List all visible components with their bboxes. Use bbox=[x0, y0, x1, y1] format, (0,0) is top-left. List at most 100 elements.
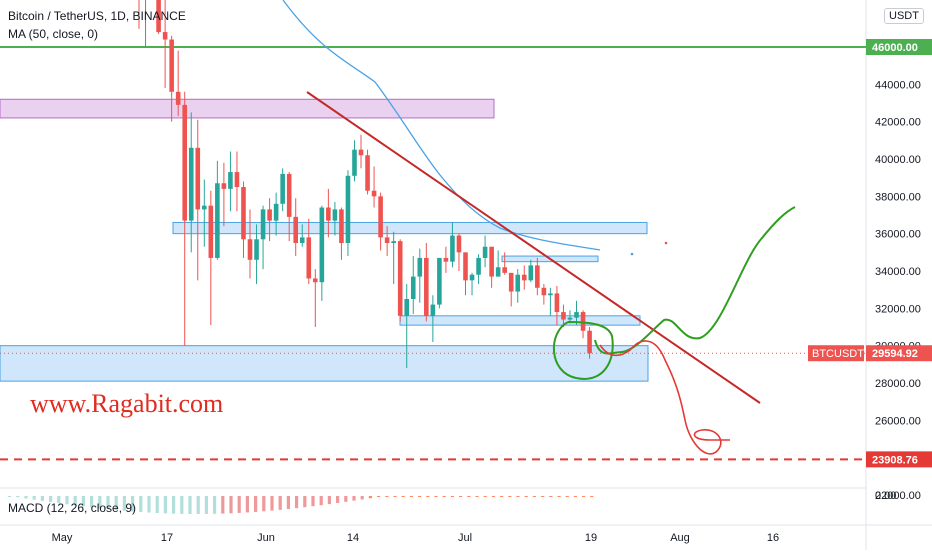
candle-body bbox=[443, 257, 449, 262]
candle-body bbox=[365, 155, 370, 191]
candle-body bbox=[580, 312, 586, 331]
candle-body bbox=[561, 312, 566, 320]
macd-histogram-bar bbox=[147, 496, 151, 513]
macd-zero-label: 0.00 bbox=[875, 490, 896, 502]
macd-histogram-bar bbox=[81, 496, 85, 507]
macd-histogram-bar bbox=[409, 496, 413, 497]
y-tick-label: 26000.00 bbox=[875, 415, 921, 427]
candle-body bbox=[554, 293, 560, 313]
macd-histogram-bar bbox=[262, 496, 266, 512]
price-tag-box bbox=[866, 451, 932, 468]
y-tick-label: 38000.00 bbox=[875, 191, 921, 203]
price-tag-value: 23908.76 bbox=[872, 454, 918, 466]
macd-histogram-bar bbox=[368, 496, 372, 499]
macd-histogram-bar bbox=[114, 496, 118, 511]
candle-body bbox=[508, 272, 514, 292]
candle-body bbox=[188, 147, 194, 221]
macd-histogram-bar bbox=[16, 496, 20, 498]
macd-histogram-bar bbox=[311, 496, 315, 507]
candle-body bbox=[280, 173, 285, 204]
macd-histogram-bar bbox=[590, 496, 594, 497]
price-tag-value: 29594.92 bbox=[872, 348, 918, 360]
candle-body bbox=[306, 237, 312, 279]
candle-body bbox=[463, 252, 468, 281]
macd-histogram-bar bbox=[319, 496, 323, 506]
candle-body bbox=[254, 239, 259, 260]
ma-legend[interactable]: MA (50, close, 0) bbox=[8, 27, 99, 41]
candle-body bbox=[587, 330, 592, 354]
marker-dot bbox=[630, 252, 634, 256]
symbol-legend[interactable]: Bitcoin / TetherUS, 1D, BINANCE bbox=[8, 9, 186, 23]
currency-badge[interactable]: USDT bbox=[884, 8, 924, 24]
macd-histogram-bar bbox=[459, 496, 463, 497]
macd-histogram-bar bbox=[532, 496, 536, 497]
x-tick-label: 17 bbox=[161, 532, 173, 544]
macd-histogram-bar bbox=[278, 496, 282, 510]
macd-histogram-bar bbox=[122, 496, 126, 511]
macd-histogram-bar bbox=[180, 496, 184, 514]
candle-body bbox=[241, 187, 246, 240]
macd-histogram-bar bbox=[352, 496, 356, 501]
candle-body bbox=[515, 274, 521, 292]
macd-histogram-bar bbox=[237, 496, 241, 513]
candle-body bbox=[195, 147, 201, 210]
macd-histogram-bar bbox=[450, 496, 454, 497]
macd-histogram-bar bbox=[483, 496, 487, 497]
candle-body bbox=[482, 246, 488, 258]
candle-body bbox=[326, 207, 331, 221]
macd-histogram-bar bbox=[163, 496, 167, 514]
candle-body bbox=[410, 276, 416, 299]
candle-body bbox=[476, 257, 481, 275]
candle-body bbox=[430, 304, 436, 316]
macd-histogram-bar bbox=[360, 496, 364, 500]
x-tick-label: Jul bbox=[458, 532, 472, 544]
candle-body bbox=[489, 246, 494, 277]
watermark-text: www.Ragabit.com bbox=[30, 389, 224, 418]
x-axis: May 17 Jun 14 Jul 19 Aug 16 bbox=[52, 532, 780, 544]
macd-histogram-bar bbox=[73, 496, 77, 506]
candle-body bbox=[156, 0, 161, 33]
macd-histogram-bar bbox=[139, 496, 143, 513]
candle-body bbox=[215, 183, 220, 258]
macd-histogram-bar bbox=[65, 496, 69, 505]
candle-body bbox=[424, 257, 429, 316]
support-zone bbox=[0, 345, 649, 382]
macd-histogram-bar bbox=[426, 496, 430, 497]
y-tick-label: 34000.00 bbox=[875, 266, 921, 278]
candle-body bbox=[267, 209, 272, 221]
macd-histogram-bar bbox=[254, 496, 258, 512]
candle-body bbox=[391, 241, 396, 243]
x-tick-label: 16 bbox=[767, 532, 779, 544]
candle-body bbox=[260, 209, 266, 240]
candle-body bbox=[221, 183, 227, 189]
symbol-tag-box bbox=[808, 345, 864, 362]
macd-histogram-bar bbox=[90, 496, 94, 508]
macd-histogram-bar bbox=[442, 496, 446, 497]
macd-histogram-bar bbox=[245, 496, 249, 513]
candle-body bbox=[352, 149, 357, 176]
candle-body bbox=[293, 216, 299, 243]
macd-histogram-bar bbox=[57, 496, 61, 504]
macd-legend[interactable]: MACD (12, 26, close, 9) bbox=[8, 501, 137, 515]
candle-body bbox=[228, 172, 233, 189]
macd-histogram-bar bbox=[434, 496, 438, 497]
macd-histogram-bar bbox=[106, 496, 110, 510]
candle-body bbox=[384, 237, 390, 243]
macd-histogram-bar bbox=[270, 496, 274, 511]
candle-body bbox=[332, 209, 338, 221]
candle-body bbox=[404, 299, 410, 316]
macd-histogram-bar bbox=[229, 496, 233, 514]
candle-body bbox=[371, 190, 377, 197]
macd-histogram-bar bbox=[196, 496, 200, 514]
macd-histogram-bar bbox=[393, 496, 397, 497]
macd-histogram-bar bbox=[377, 496, 381, 497]
middle-zone bbox=[399, 315, 641, 326]
candle-body bbox=[528, 265, 534, 281]
macd-histogram-bar bbox=[582, 496, 586, 497]
macd-histogram-bar bbox=[500, 496, 504, 497]
candle-body bbox=[208, 205, 214, 258]
macd-histogram-bar bbox=[32, 496, 36, 500]
y-tick-label: 36000.00 bbox=[875, 229, 921, 241]
